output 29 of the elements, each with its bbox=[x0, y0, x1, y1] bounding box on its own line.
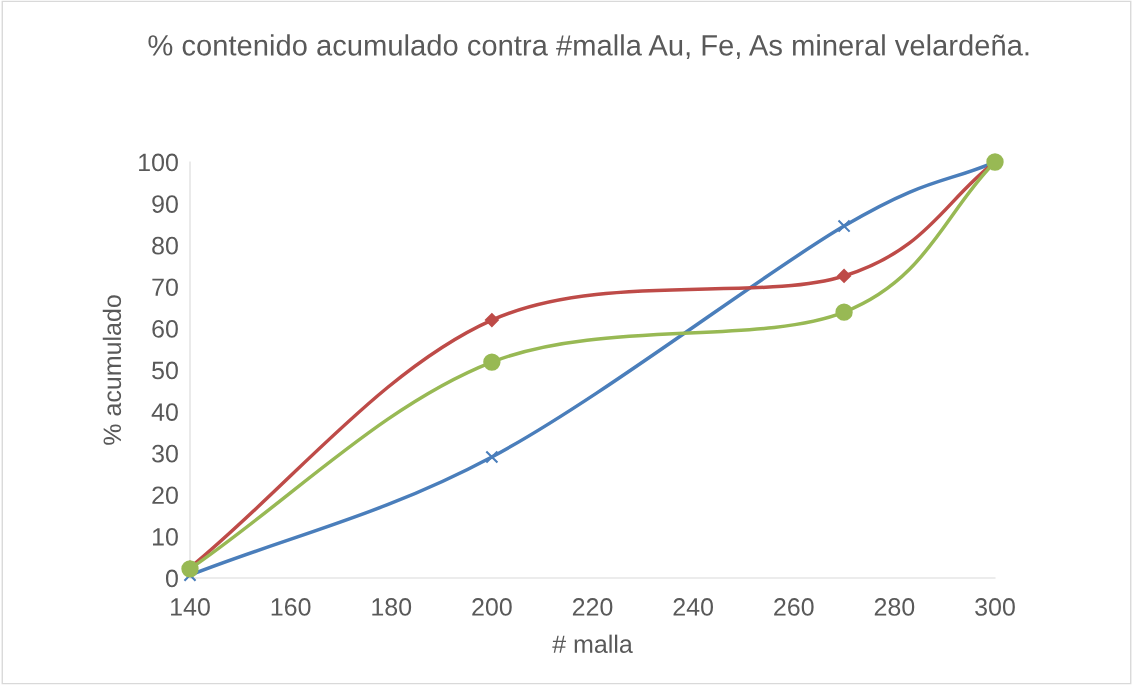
x-tick-label: 300 bbox=[975, 598, 1015, 616]
x-tick-label: 280 bbox=[874, 598, 915, 616]
point bbox=[485, 450, 499, 464]
point bbox=[835, 303, 853, 321]
chart-title: % contenido acumulado contra #malla Au, Fe, As mineral velardeña. bbox=[148, 34, 1029, 60]
x-tick-label: 140 bbox=[171, 598, 210, 616]
y-tick-label: 30 bbox=[152, 444, 178, 463]
x-tick-label: 240 bbox=[673, 598, 713, 616]
y-tick-label: 0 bbox=[165, 569, 178, 588]
y-tick-label: 90 bbox=[152, 195, 178, 213]
x-tick-label: 160 bbox=[271, 598, 311, 616]
x-tick-label: 220 bbox=[572, 598, 613, 616]
y-tick-label: 40 bbox=[151, 403, 178, 421]
point bbox=[837, 269, 851, 283]
y-tick-label: 10 bbox=[152, 528, 178, 546]
point bbox=[837, 219, 851, 233]
x-tick-label: 180 bbox=[372, 598, 412, 616]
point bbox=[483, 353, 501, 371]
y-tick-label: 20 bbox=[152, 486, 178, 505]
point bbox=[484, 313, 499, 328]
x-tick-label: 260 bbox=[774, 598, 814, 616]
y-tick-label: 80 bbox=[152, 236, 178, 255]
y-tick-label: 100 bbox=[139, 153, 178, 172]
y-tick-label: 50 bbox=[152, 361, 178, 380]
x-axis-title: # malla bbox=[552, 634, 633, 653]
x-tick-label: 200 bbox=[472, 598, 512, 616]
y-tick-label: 70 bbox=[152, 278, 178, 297]
y-tick-label: 60 bbox=[152, 320, 178, 338]
y-axis-title: % acumulado bbox=[102, 295, 122, 445]
